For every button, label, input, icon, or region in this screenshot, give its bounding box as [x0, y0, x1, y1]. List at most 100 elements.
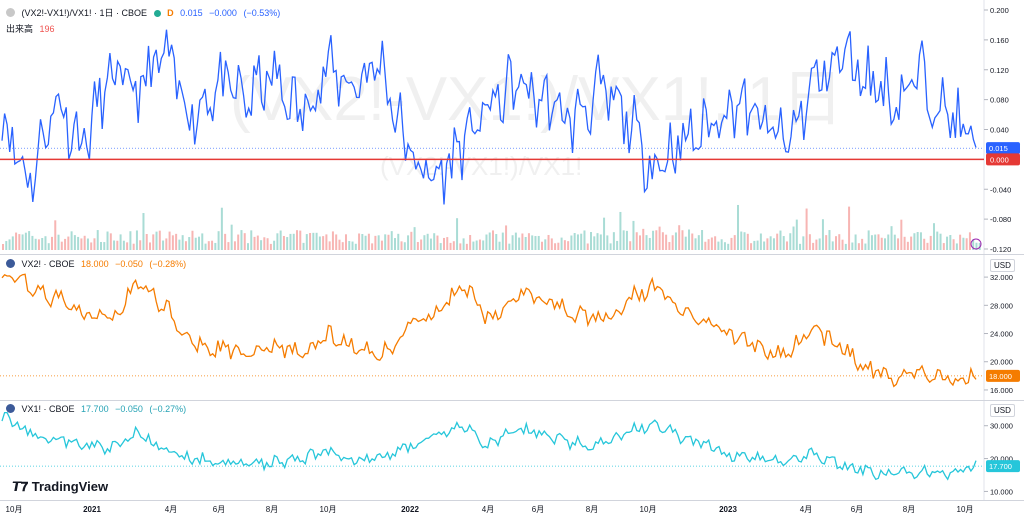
y-tick-label: 0.080 — [990, 96, 1009, 105]
spread-value: 0.015 — [180, 8, 203, 18]
last-price-badge — [986, 142, 1020, 155]
vx1-legend[interactable]: VX1! · CBOE 17.700 −0.050 (−0.27%) — [6, 404, 190, 414]
volume-bar — [557, 242, 560, 250]
volume-bar — [831, 241, 834, 250]
x-tick-label: 4月 — [800, 505, 812, 514]
symbol-icon — [6, 8, 15, 17]
volume-bar — [740, 231, 743, 250]
volume-bar — [289, 233, 292, 250]
y-tick-label: 20.000 — [990, 455, 1013, 464]
volume-bar — [198, 236, 200, 250]
y-tick-label: 10.000 — [990, 487, 1013, 496]
y-tick-label: 30.000 — [990, 422, 1013, 431]
volume-bar — [599, 234, 602, 250]
last-price-label: 0.015 — [989, 144, 1008, 153]
volume-bar — [322, 236, 325, 250]
volume-bar — [178, 239, 181, 250]
volume-bar — [367, 233, 370, 250]
volume-bar — [240, 230, 243, 250]
volume-bar — [697, 235, 700, 250]
volume-bar — [612, 232, 615, 250]
volume-bar — [439, 243, 442, 250]
volume-bar — [181, 235, 184, 250]
y-tick-label: 0.120 — [990, 66, 1009, 75]
volume-bar — [949, 235, 952, 250]
volume-bar — [152, 234, 155, 250]
volume-bar — [413, 227, 416, 250]
volume-bar — [204, 243, 207, 250]
volume-bar — [867, 230, 870, 250]
volume-bar — [171, 235, 174, 250]
volume-bar — [603, 217, 606, 250]
volume-bar — [279, 230, 282, 250]
volume-bar — [668, 242, 671, 250]
volume-bar — [655, 230, 658, 250]
volume-bar — [5, 241, 8, 250]
volume-bar — [282, 235, 285, 250]
y-tick-label: 32.000 — [990, 273, 1013, 282]
volume-bar — [331, 231, 334, 250]
volume-bar — [8, 239, 11, 250]
volume-bar — [184, 241, 187, 250]
volume-bar — [508, 243, 511, 250]
volume-bar — [910, 236, 913, 250]
flag-us-icon — [6, 259, 15, 268]
volume-bar — [903, 236, 906, 250]
volume-bar — [844, 243, 847, 250]
volume-bar — [678, 225, 681, 250]
x-tick-label: 4月 — [482, 505, 494, 514]
y-tick-label: -0.040 — [990, 185, 1011, 194]
volume-bar — [374, 235, 377, 250]
vx2-unit[interactable]: USD — [990, 259, 1015, 272]
volume-bar — [67, 236, 70, 250]
volume-bar — [913, 233, 916, 250]
volume-bar — [828, 230, 831, 250]
volume-bar — [364, 235, 367, 250]
volume-bar — [456, 218, 459, 250]
volume-bar — [714, 236, 717, 250]
volume-bar — [691, 233, 694, 250]
volume-bar — [64, 238, 67, 250]
volume-bar — [469, 235, 472, 250]
volume-bar — [299, 230, 302, 250]
volume-bar — [955, 243, 958, 250]
volume-bar — [103, 242, 106, 250]
volume-bar — [583, 230, 586, 250]
volume-bar — [394, 238, 396, 250]
volume-bar — [266, 238, 269, 250]
volume-value: 196 — [39, 24, 55, 34]
volume-bar — [567, 241, 570, 250]
volume-legend[interactable]: 出来高 196 — [6, 22, 59, 35]
volume-bar — [220, 207, 223, 250]
volume-bar — [727, 243, 730, 250]
volume-bar — [717, 241, 720, 250]
volume-bar — [109, 233, 112, 250]
spread-legend[interactable]: (VX2!-VX1!)/VX1! · 1日 · CBOE D 0.015 −0.… — [6, 6, 284, 19]
volume-bar — [436, 235, 439, 250]
volume-bar — [243, 233, 246, 250]
volume-bar — [818, 238, 821, 250]
volume-bar — [671, 235, 674, 250]
volume-bar — [743, 232, 746, 250]
volume-bar — [175, 233, 178, 250]
spread-change: −0.000 — [209, 8, 237, 18]
y-tick-label: 24.000 — [990, 330, 1013, 339]
volume-bar — [459, 243, 462, 250]
volume-bar — [462, 238, 465, 250]
volume-bar — [443, 237, 445, 250]
volume-bar — [684, 236, 687, 250]
volume-bar — [835, 236, 837, 250]
y-tick-label: -0.080 — [990, 215, 1011, 224]
volume-bar — [403, 242, 406, 250]
volume-bar — [387, 234, 390, 250]
volume-bar — [233, 241, 236, 250]
x-tick-label: 2023 — [719, 505, 737, 514]
volume-bar — [407, 235, 410, 250]
volume-bar — [354, 243, 357, 250]
tradingview-logo[interactable]: 𝙏𝟕 TradingView — [12, 479, 108, 495]
vx2-legend[interactable]: VX2! · CBOE 18.000 −0.050 (−0.28%) — [6, 259, 190, 269]
vx1-unit[interactable]: USD — [990, 404, 1015, 417]
zero-label: 0.000 — [990, 155, 1009, 164]
